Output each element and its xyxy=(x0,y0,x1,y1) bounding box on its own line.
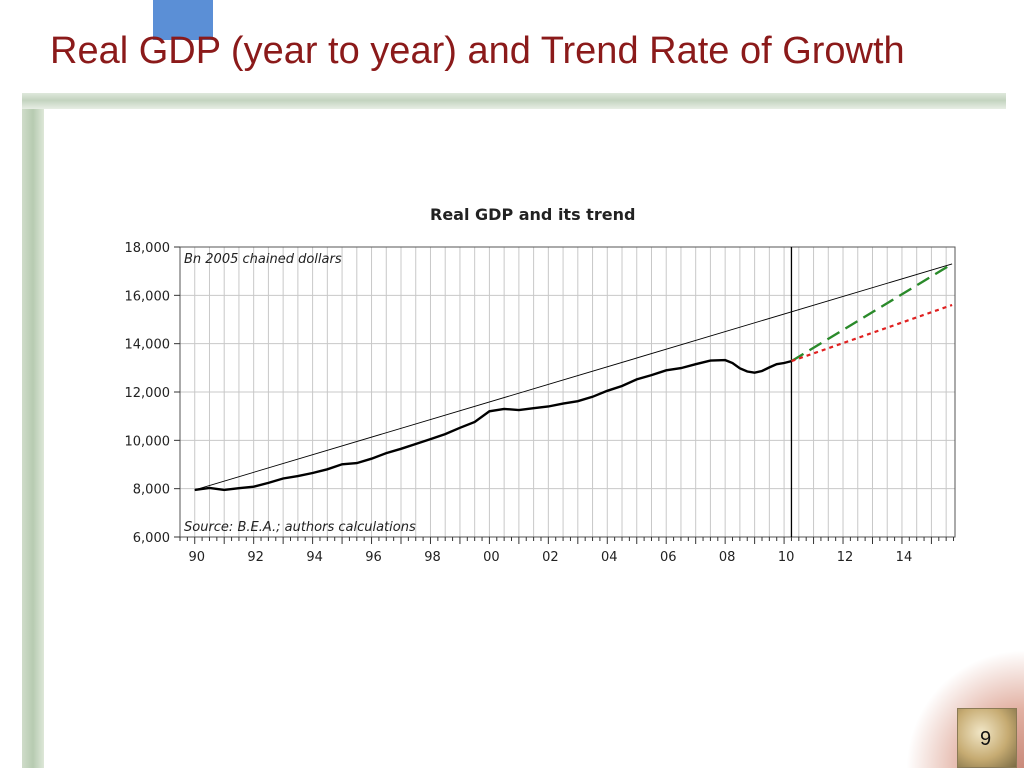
slide-title: Real GDP (year to year) and Trend Rate o… xyxy=(50,30,905,72)
y-tick-label: 18,000 xyxy=(125,241,171,256)
unit-note: Bn 2005 chained dollars xyxy=(184,252,342,267)
x-tick-label: 02 xyxy=(542,550,559,565)
page-number-badge xyxy=(957,708,1017,768)
x-tick-label: 96 xyxy=(365,550,382,565)
decorative-top-band xyxy=(22,93,1006,109)
x-tick-label: 12 xyxy=(837,550,854,565)
x-tick-label: 92 xyxy=(247,550,264,565)
chart-title: Real GDP and its trend xyxy=(430,205,636,224)
x-tick-label: 00 xyxy=(483,550,500,565)
title-accent-tab xyxy=(153,0,213,40)
x-tick-label: 90 xyxy=(188,550,205,565)
x-tick-label: 98 xyxy=(424,550,441,565)
x-tick-label: 04 xyxy=(601,550,618,565)
y-tick-label: 16,000 xyxy=(125,289,171,304)
x-tick-label: 06 xyxy=(660,550,677,565)
y-tick-label: 6,000 xyxy=(133,531,170,546)
y-tick-label: 8,000 xyxy=(133,483,170,498)
projection-line-green xyxy=(790,262,953,363)
trend-line xyxy=(194,263,953,491)
real-gdp-line xyxy=(194,358,792,492)
y-tick-label: 14,000 xyxy=(125,338,171,353)
source-note: Source: B.E.A.; authors calculations xyxy=(184,520,416,535)
y-tick-label: 10,000 xyxy=(125,434,171,449)
x-tick-label: 94 xyxy=(306,550,323,565)
decorative-left-band xyxy=(22,109,44,768)
y-tick-label: 12,000 xyxy=(125,386,171,401)
page-number: 9 xyxy=(980,728,992,750)
x-tick-label: 14 xyxy=(896,550,913,565)
x-tick-label: 10 xyxy=(778,550,795,565)
x-tick-label: 08 xyxy=(719,550,736,565)
